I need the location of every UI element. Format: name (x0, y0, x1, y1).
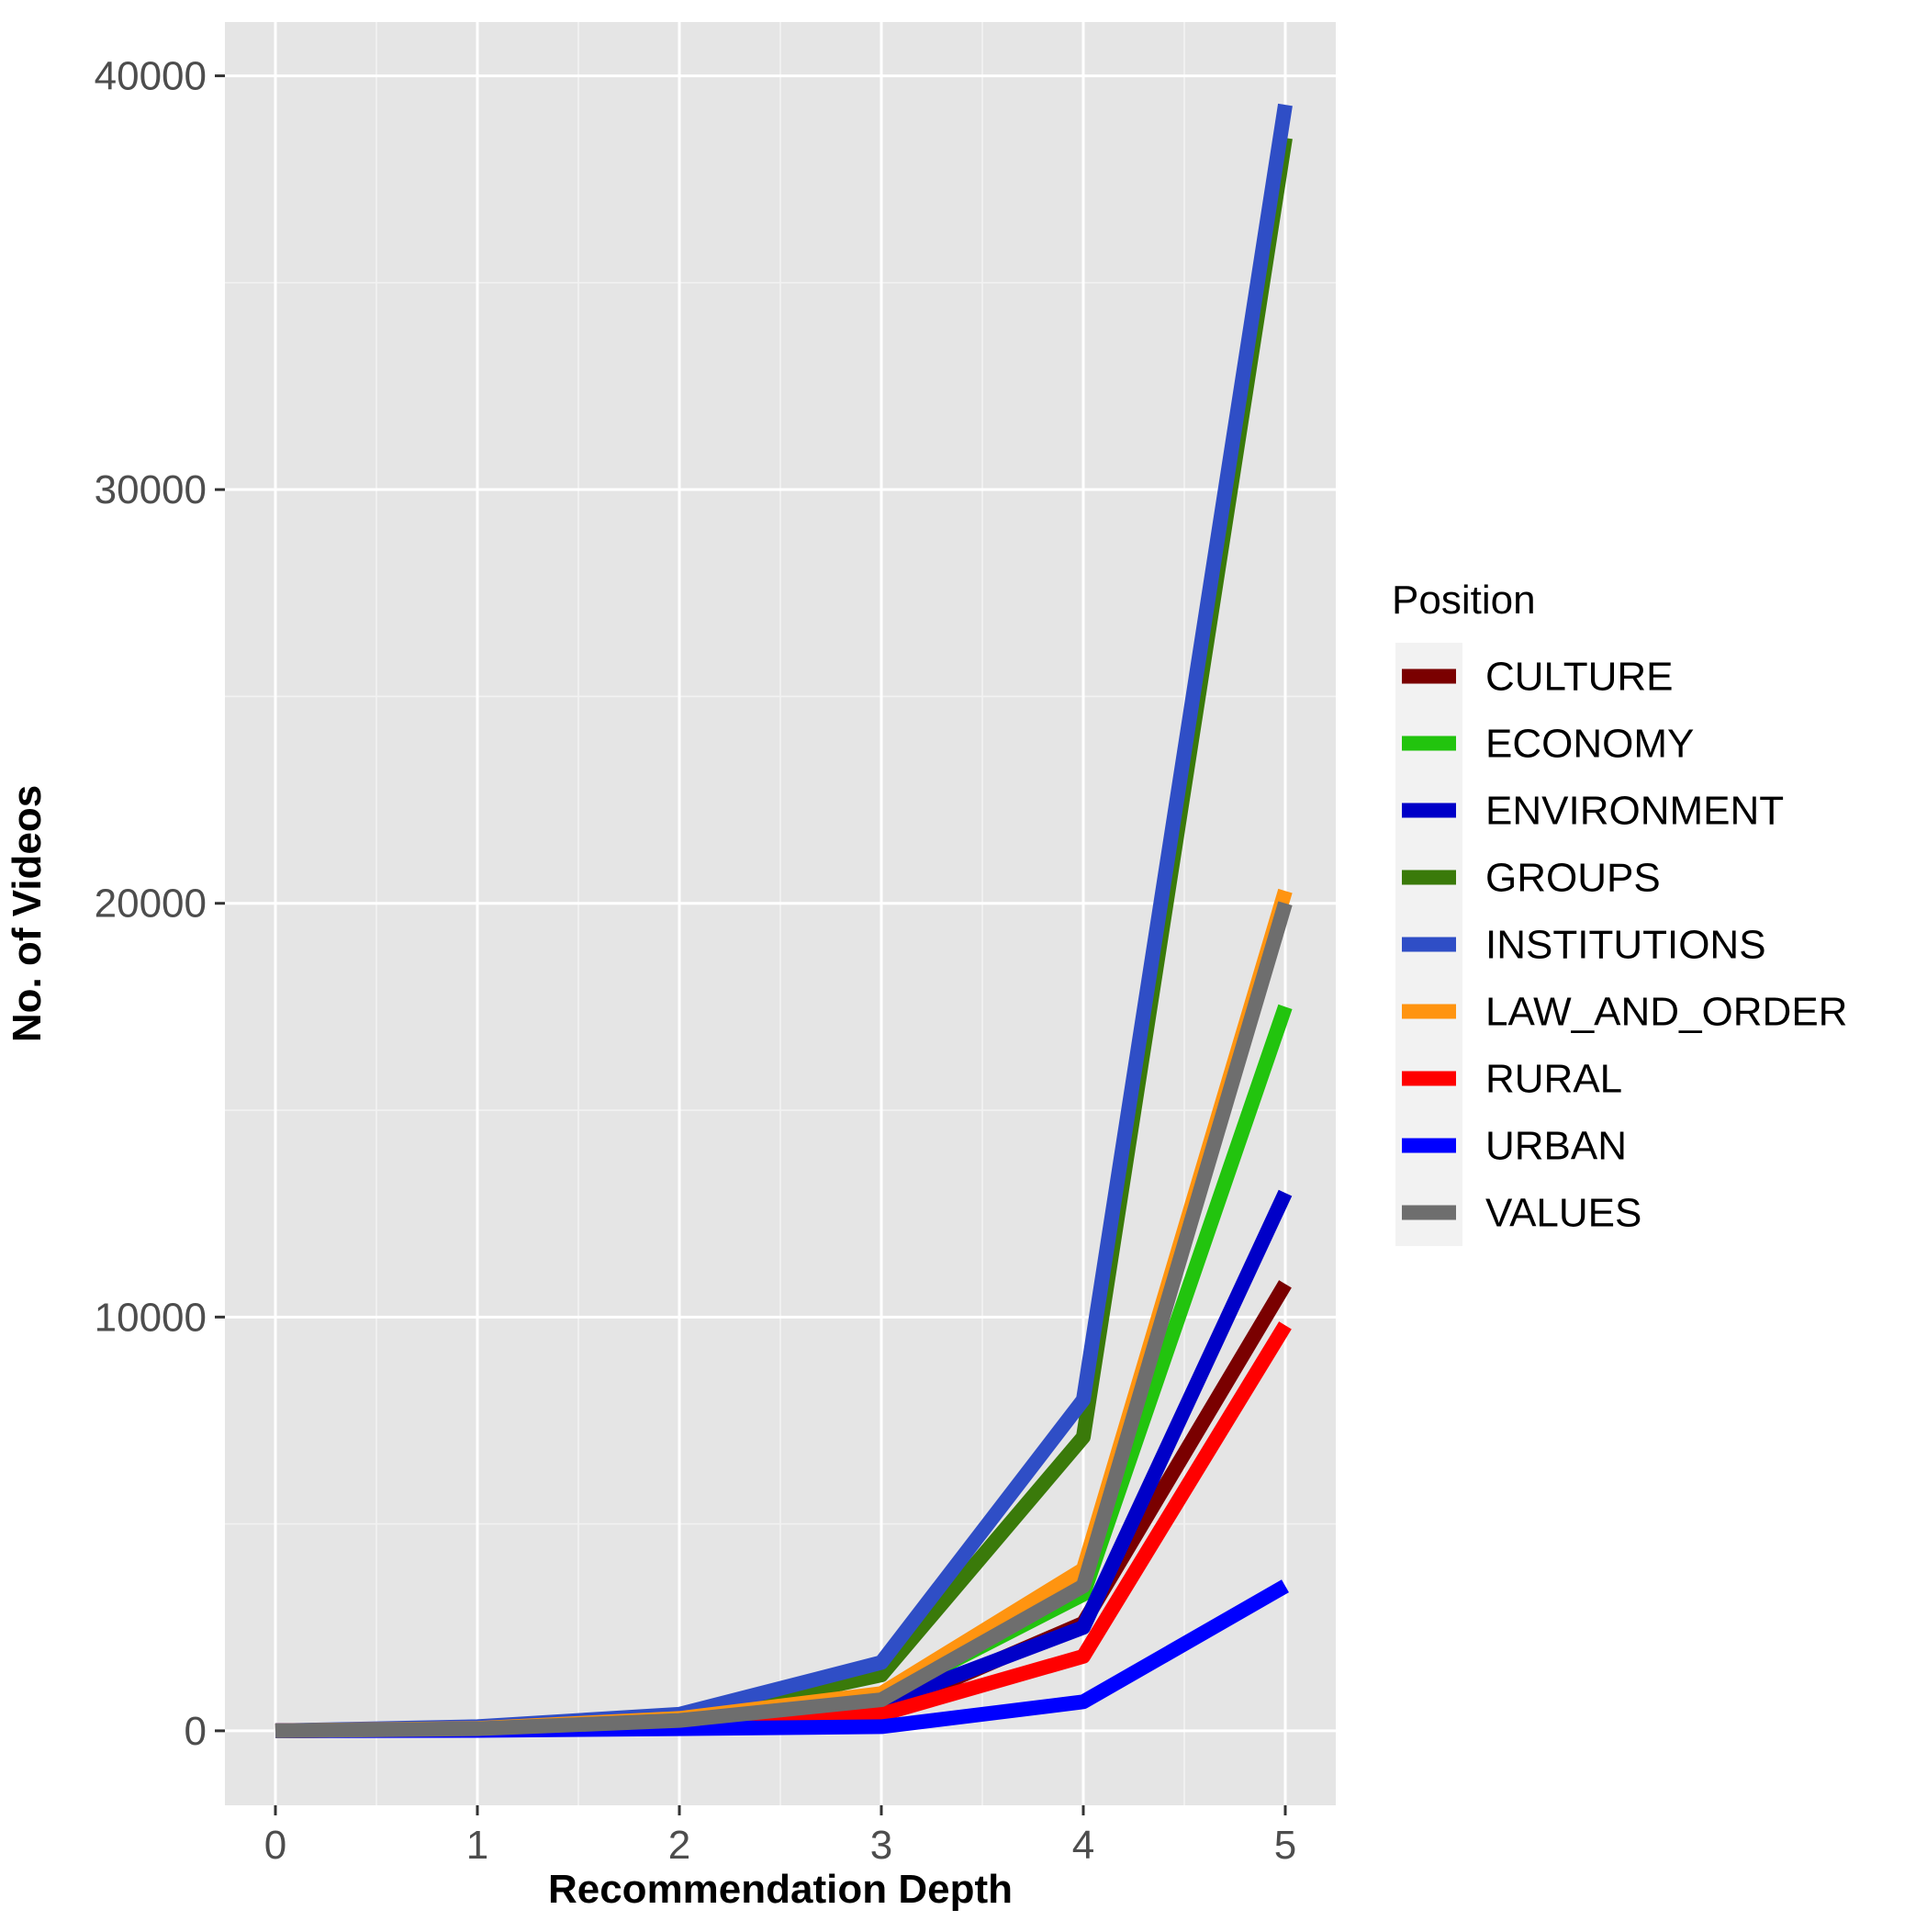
legend-label-culture: CULTURE (1485, 655, 1674, 700)
legend-label-rural: RURAL (1485, 1057, 1622, 1102)
legend-items: CULTURE ECONOMY ENVIRONMENT GROUPS INSTITUTI… (1402, 655, 1847, 1236)
y-tick-label: 10000 (95, 1295, 207, 1340)
x-tick-label: 1 (466, 1823, 488, 1868)
y-tick-label: 30000 (95, 467, 207, 512)
x-tick-label: 0 (264, 1823, 286, 1868)
minor-gridlines (225, 22, 1336, 1805)
x-tick-label: 4 (1072, 1823, 1094, 1868)
y-axis-title: No. of Videos (5, 785, 50, 1042)
y-tick-label: 0 (185, 1709, 207, 1754)
y-tick-label: 40000 (95, 54, 207, 99)
y-axis: 0 10000 20000 30000 40000 (95, 54, 225, 1754)
legend-label-groups: GROUPS (1485, 856, 1661, 901)
x-axis-title: Recommendation Depth (548, 1867, 1013, 1912)
legend-label-environment: ENVIRONMENT (1485, 789, 1784, 834)
legend-title: Position (1392, 578, 1536, 623)
legend-label-economy: ECONOMY (1485, 722, 1694, 767)
x-tick-label: 5 (1274, 1823, 1296, 1868)
legend-label-values: VALUES (1485, 1191, 1641, 1236)
y-tick-label: 20000 (95, 882, 207, 927)
legend: Position CULTURE ECONOMY ENVIRONMENT GROUPS… (1392, 578, 1847, 1246)
legend-label-institutions: INSTITUTIONS (1485, 923, 1766, 968)
series-line-values (274, 901, 1293, 1738)
x-tick-label: 2 (668, 1823, 690, 1868)
x-tick-label: 3 (870, 1823, 892, 1868)
legend-label-urban: URBAN (1485, 1124, 1627, 1169)
x-axis: 0 1 2 3 4 5 (264, 1805, 1296, 1868)
series-lines (274, 103, 1293, 1738)
legend-label-law-and-order: LAW_AND_ORDER (1485, 990, 1847, 1035)
